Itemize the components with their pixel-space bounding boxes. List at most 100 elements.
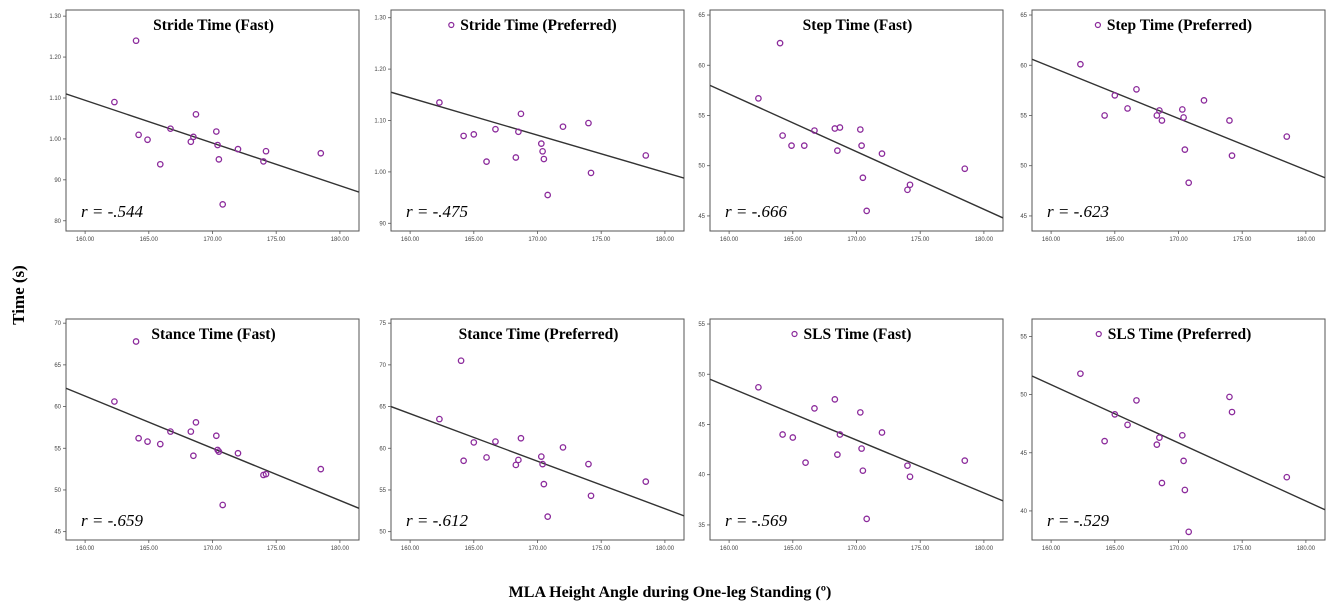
data-point	[904, 462, 911, 470]
data-point	[1180, 114, 1187, 121]
y-tick-label: 1.20	[49, 55, 61, 61]
y-tick-label: 35	[698, 523, 705, 529]
data-point	[192, 111, 200, 118]
data-point	[906, 181, 914, 189]
x-tick-label: 170.00	[847, 237, 866, 243]
fit-line	[391, 91, 684, 179]
data-point	[132, 338, 140, 345]
correlation-label: r = -.529	[1047, 511, 1109, 530]
y-tick-label: 50	[698, 372, 705, 378]
y-tick-label: 55	[1020, 113, 1027, 119]
x-tick-label: 165.00	[784, 546, 803, 552]
data-point	[436, 415, 443, 423]
fit-line	[710, 378, 1003, 502]
data-point	[219, 501, 227, 509]
x-tick-label: 170.00	[528, 546, 547, 552]
data-point	[1077, 60, 1084, 68]
data-point	[132, 37, 140, 45]
x-tick-label: 160.00	[720, 237, 739, 243]
data-point	[1111, 92, 1119, 99]
y-tick-label: 45	[54, 530, 61, 536]
panel-title: SLS Time (Preferred)	[1108, 326, 1252, 343]
y-tick-label: 50	[1020, 164, 1027, 170]
y-tick-label: 45	[1020, 451, 1027, 457]
y-tick-label: 60	[1020, 63, 1027, 69]
y-tick-label: 70	[54, 321, 61, 327]
data-point	[1124, 421, 1131, 429]
plot-frame	[390, 318, 685, 541]
data-point	[755, 383, 762, 391]
data-point	[1153, 441, 1161, 448]
correlation-label: r = -.659	[81, 511, 143, 530]
y-tick-label: 60	[698, 63, 705, 69]
y-tick-label: 1.00	[374, 170, 386, 176]
panel-6: 160.00 165.00 170.00 175.00 180.00 50 55 60 65 70…	[379, 318, 685, 552]
panel-title: Stance Time (Preferred)	[459, 326, 619, 343]
y-tick-label: 90	[54, 178, 61, 184]
data-point	[537, 453, 545, 460]
x-tick-label: 160.00	[401, 546, 420, 552]
x-tick-label: 175.00	[592, 546, 611, 552]
data-point	[156, 440, 164, 448]
data-point	[1156, 434, 1163, 441]
fit-line	[391, 405, 684, 517]
x-tick-label: 180.00	[1297, 546, 1316, 552]
data-point	[858, 142, 865, 149]
y-tick-label: 80	[54, 219, 61, 225]
x-tick-label: 180.00	[975, 237, 994, 243]
data-point	[878, 429, 886, 436]
x-tick-label: 170.00	[1169, 546, 1188, 552]
y-tick-label: 1.30	[374, 16, 386, 22]
y-tick-label: 50	[379, 530, 386, 536]
data-point	[559, 123, 567, 131]
plot-frame	[65, 9, 360, 232]
plot-frame	[390, 9, 685, 232]
x-tick-label: 170.00	[847, 546, 866, 552]
x-tick-label: 160.00	[76, 237, 95, 243]
y-tick-label: 50	[698, 164, 705, 170]
data-point	[755, 95, 762, 102]
y-tick-label: 55	[698, 322, 705, 328]
data-point	[1101, 112, 1108, 119]
data-point	[1283, 473, 1291, 481]
panels-group: 160.00 165.00 170.00 175.00 180.00 80 90 1.00 1.…	[49, 9, 1326, 552]
fit-line	[66, 93, 359, 193]
x-tick-label: 170.00	[1169, 237, 1188, 243]
data-point	[460, 457, 467, 465]
correlation-label: r = -.544	[81, 202, 143, 221]
data-point	[190, 133, 197, 141]
data-point	[544, 191, 552, 199]
data-point	[470, 131, 478, 138]
y-tick-label: 65	[54, 363, 61, 369]
data-point	[587, 169, 595, 177]
data-point	[1226, 393, 1233, 401]
panel-7: 160.00 165.00 170.00 175.00 180.00 35 40 45 50 55…	[698, 318, 1004, 552]
x-axis-label: MLA Height Angle during One-leg Standing…	[509, 584, 832, 601]
correlation-label: r = -.569	[725, 511, 787, 530]
x-tick-label: 165.00	[465, 237, 484, 243]
panel-title: Step Time (Fast)	[803, 17, 913, 34]
data-point	[1158, 479, 1166, 487]
y-tick-label: 1.10	[49, 96, 61, 102]
data-point	[460, 132, 467, 140]
x-tick-label: 160.00	[1042, 237, 1061, 243]
data-point	[436, 99, 443, 106]
fit-line	[710, 84, 1003, 219]
data-point	[1156, 107, 1163, 114]
correlation-label: r = -.623	[1047, 202, 1109, 221]
data-point	[1111, 411, 1119, 418]
data-point	[863, 207, 871, 215]
panel-title: Step Time (Preferred)	[1107, 17, 1252, 34]
y-tick-label: 45	[698, 214, 705, 220]
y-tick-label: 65	[1020, 13, 1027, 19]
correlation-label: r = -.475	[406, 202, 468, 221]
fit-line	[1032, 375, 1325, 511]
data-point	[1153, 112, 1161, 119]
x-tick-label: 175.00	[267, 237, 286, 243]
data-point	[642, 152, 650, 159]
data-point	[1133, 397, 1140, 404]
data-point	[515, 456, 522, 464]
x-tick-label: 165.00	[140, 237, 159, 243]
panel-8: 160.00 165.00 170.00 175.00 180.00 40 45 50 55 SL…	[1020, 318, 1326, 552]
data-point	[587, 492, 595, 500]
